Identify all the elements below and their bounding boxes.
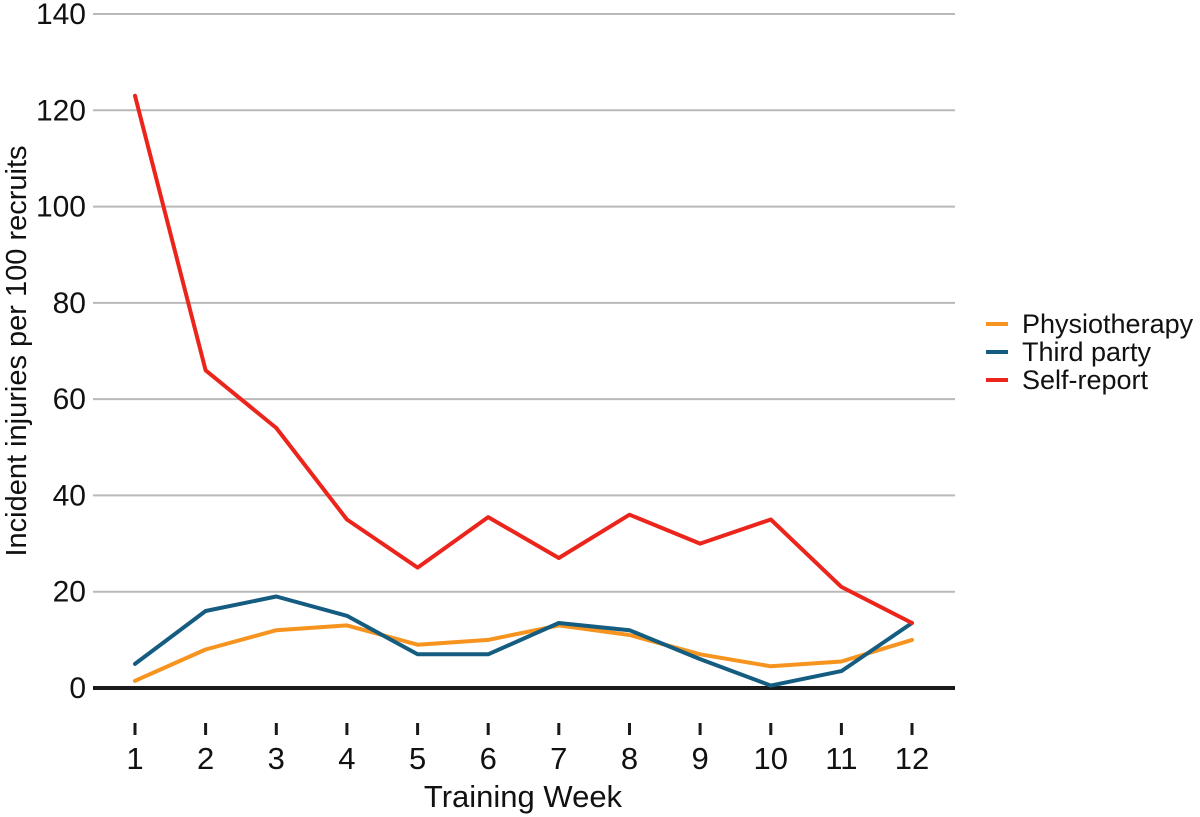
series-line-physiotherapy (133, 623, 914, 683)
y-tick-label: 140 (36, 0, 86, 31)
x-tick-label: 5 (409, 741, 426, 776)
x-tick-label: 4 (338, 741, 355, 776)
x-tick-label: 12 (895, 741, 929, 776)
x-tick-label: 1 (126, 741, 143, 776)
legend-item-self-report: Self-report (986, 366, 1193, 394)
y-axis-title: Incident injuries per 100 recruits (1, 145, 33, 556)
legend-dash-third-party-icon (986, 350, 1008, 354)
legend-item-third-party: Third party (986, 338, 1193, 366)
series-line-self-report (133, 93, 914, 625)
x-tick-label: 7 (550, 741, 567, 776)
x-tick-label: 11 (825, 741, 857, 776)
x-tick-label: 2 (197, 741, 214, 776)
x-tick-label: 3 (268, 741, 285, 776)
legend: Physiotherapy Third party Self-report (986, 310, 1193, 394)
legend-item-physiotherapy: Physiotherapy (986, 310, 1193, 338)
legend-dash-self-report-icon (986, 378, 1008, 382)
y-tick-label: 0 (69, 672, 86, 705)
legend-label-physiotherapy: Physiotherapy (1022, 308, 1194, 339)
y-tick-label: 120 (36, 94, 86, 127)
x-tick-label: 10 (754, 741, 788, 776)
y-tick-label: 20 (53, 576, 86, 609)
y-tick-label: 80 (53, 287, 86, 320)
x-tick-label: 6 (480, 741, 497, 776)
y-tick-label: 60 (53, 383, 86, 416)
y-tick-label: 100 (36, 191, 86, 224)
x-axis-title: Training Week (424, 779, 623, 814)
legend-label-third-party: Third party (1022, 336, 1152, 367)
legend-dash-physiotherapy-icon (986, 322, 1008, 326)
x-tick-label: 9 (691, 741, 708, 776)
legend-label-self-report: Self-report (1022, 364, 1149, 395)
x-tick-label: 8 (621, 741, 638, 776)
series-line-third-party (133, 594, 914, 688)
y-tick-label: 40 (53, 479, 86, 512)
